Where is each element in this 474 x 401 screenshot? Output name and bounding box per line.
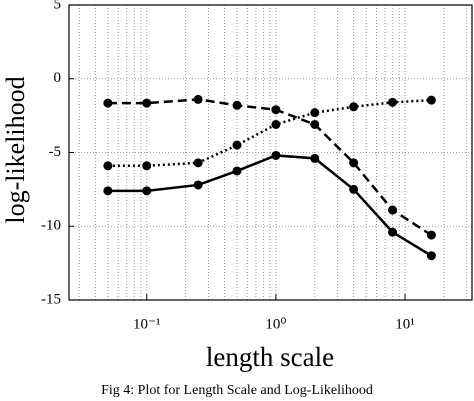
caption: Fig 4: Plot for Length Scale and Log-Lik… (101, 383, 373, 398)
point (349, 158, 359, 168)
point (310, 153, 320, 163)
point (388, 227, 398, 237)
point (103, 98, 113, 108)
y-tick-label: -15 (41, 291, 61, 307)
point (271, 119, 281, 129)
plot-frame (68, 4, 473, 301)
y-tick-label: -10 (41, 218, 61, 234)
point (193, 158, 203, 168)
y-tick-label: -5 (49, 144, 62, 160)
point (426, 251, 436, 261)
point (388, 205, 398, 215)
point (349, 102, 359, 112)
point (193, 94, 203, 104)
point (232, 140, 242, 150)
y-tick-label: 0 (54, 70, 62, 86)
point (103, 186, 113, 196)
x-axis-label: length scale (206, 342, 334, 372)
point (426, 230, 436, 240)
point (232, 100, 242, 110)
point (426, 95, 436, 105)
point (310, 119, 320, 129)
series-line (107, 98, 432, 168)
point (142, 98, 152, 108)
x-tick-label: 10¹ (395, 316, 415, 332)
y-axis-label: log-likelihood (1, 76, 30, 223)
point (388, 97, 398, 107)
point (310, 108, 320, 118)
point (142, 186, 152, 196)
point (271, 105, 281, 115)
x-tick-label: 10⁻¹ (133, 316, 160, 332)
point (142, 161, 152, 171)
point (349, 184, 359, 194)
x-tick-label: 10⁰ (265, 316, 286, 332)
point (232, 166, 242, 176)
point (103, 161, 113, 171)
point (193, 180, 203, 190)
point (271, 150, 281, 160)
y-tick-label: 5 (54, 0, 62, 12)
